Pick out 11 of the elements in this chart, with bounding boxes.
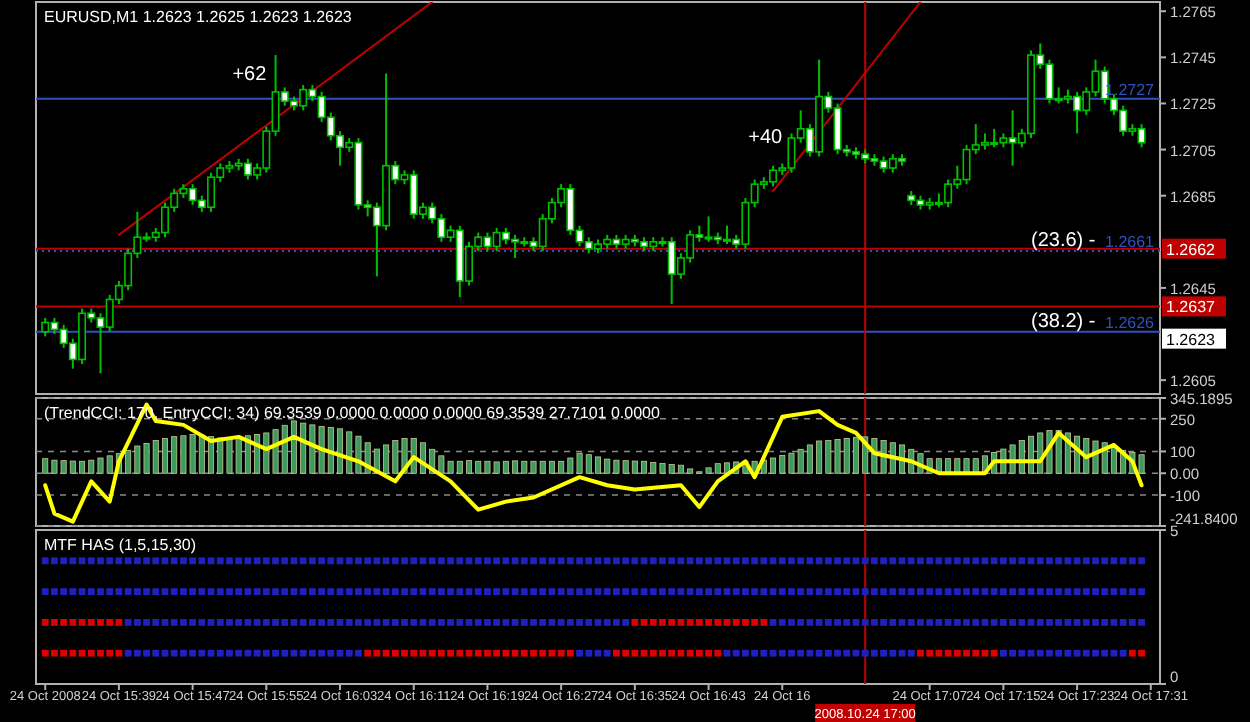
annotation: (23.6) -	[1031, 230, 1096, 253]
annotation: +62	[232, 64, 268, 87]
ref-line-label: 1.2662	[1166, 240, 1217, 259]
ref-line-label: 1.2637	[1166, 298, 1217, 317]
annotation: 1.2623	[1166, 330, 1217, 349]
ref-line-label: 1.2661	[1105, 233, 1156, 252]
annotation: (38.2) -	[1031, 311, 1096, 334]
annotation: +40	[748, 126, 784, 149]
ref-line-label: 1.2626	[1105, 313, 1156, 332]
chart-title: EURUSD,M1 1.2623 1.2625 1.2623 1.2623	[44, 8, 353, 26]
chart-title: MTF HAS (1,5,15,30)	[44, 536, 197, 554]
